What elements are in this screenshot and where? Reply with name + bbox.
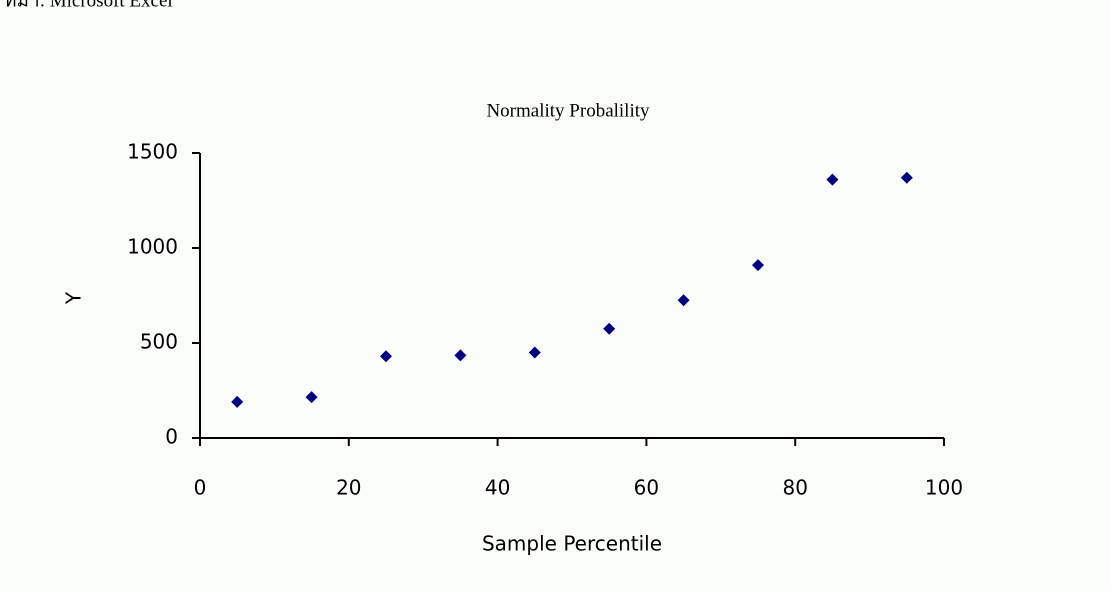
y-tick-label: 1500 (127, 140, 178, 164)
x-tick-label: 60 (634, 476, 659, 500)
y-tick-label: 500 (140, 330, 178, 354)
data-point (231, 395, 244, 408)
data-point (603, 322, 616, 335)
data-point (528, 346, 541, 359)
y-tick-label: 1000 (127, 235, 178, 259)
x-tick-label: 0 (194, 476, 207, 500)
x-tick-label: 40 (485, 476, 510, 500)
x-tick-label: 100 (925, 476, 963, 500)
data-point (305, 391, 318, 404)
data-point (900, 171, 913, 184)
data-point (826, 173, 839, 186)
x-tick-label: 20 (336, 476, 361, 500)
data-point (677, 294, 690, 307)
data-point (454, 349, 467, 362)
y-tick-label: 0 (165, 425, 178, 449)
chart-title: Normality Probalility (486, 100, 650, 121)
y-axis-label: Y (62, 291, 86, 305)
source-note: ที่มา: Microsoft Excel (4, 0, 173, 11)
x-tick-label: 80 (782, 476, 807, 500)
data-point (380, 350, 392, 363)
data-point (752, 259, 764, 272)
x-axis-label: Sample Percentile (482, 532, 662, 556)
